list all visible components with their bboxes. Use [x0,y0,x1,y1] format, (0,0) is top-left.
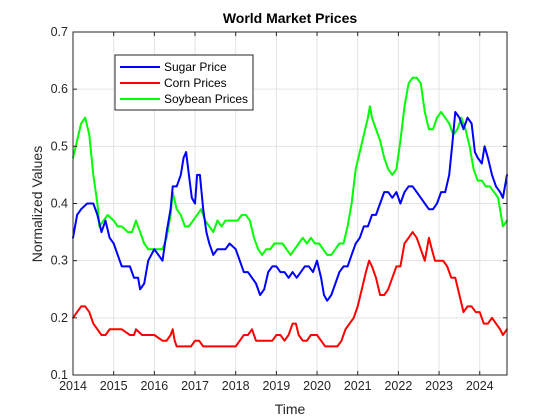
series-line-sugar-price [72,111,508,302]
x-axis-label: Time [275,401,306,417]
series-line-corn-prices [72,231,508,348]
x-tick-label: 2019 [262,379,290,393]
chart-title: World Market Prices [223,10,358,26]
x-tick-label: 2020 [303,379,331,393]
series-layer [72,76,508,348]
y-axis-label: Normalized Values [29,146,45,262]
legend-label-sugar-price: Sugar Price [164,60,227,74]
x-tick-label: 2014 [59,379,87,393]
series-line-soybean-prices [72,76,508,256]
x-tick-label: 2023 [425,379,453,393]
y-tick-label: 0.4 [51,197,68,211]
y-tick-label: 0.7 [51,25,68,39]
legend-label-corn-prices: Corn Prices [164,76,227,90]
y-tick-label: 0.1 [51,368,68,382]
legend: Sugar Price Corn Prices Soybean Prices [114,54,254,111]
x-tick-label: 2022 [384,379,412,393]
x-tick-label: 2016 [140,379,168,393]
grid [73,32,507,375]
x-tick-label: 2015 [100,379,128,393]
x-tick-label: 2024 [466,379,494,393]
y-tick-label: 0.2 [51,311,68,325]
y-tick-label: 0.5 [51,139,68,153]
y-tick-label: 0.3 [51,254,68,268]
x-tick-label: 2017 [181,379,209,393]
x-tick-label: 2021 [344,379,372,393]
y-tick-label: 0.6 [51,82,68,96]
legend-label-soybean-prices: Soybean Prices [164,92,248,106]
x-tick-label: 2018 [222,379,250,393]
ticks: 2014 2015 2016 2017 2018 2019 2020 2021 2022 2023… [51,25,507,393]
